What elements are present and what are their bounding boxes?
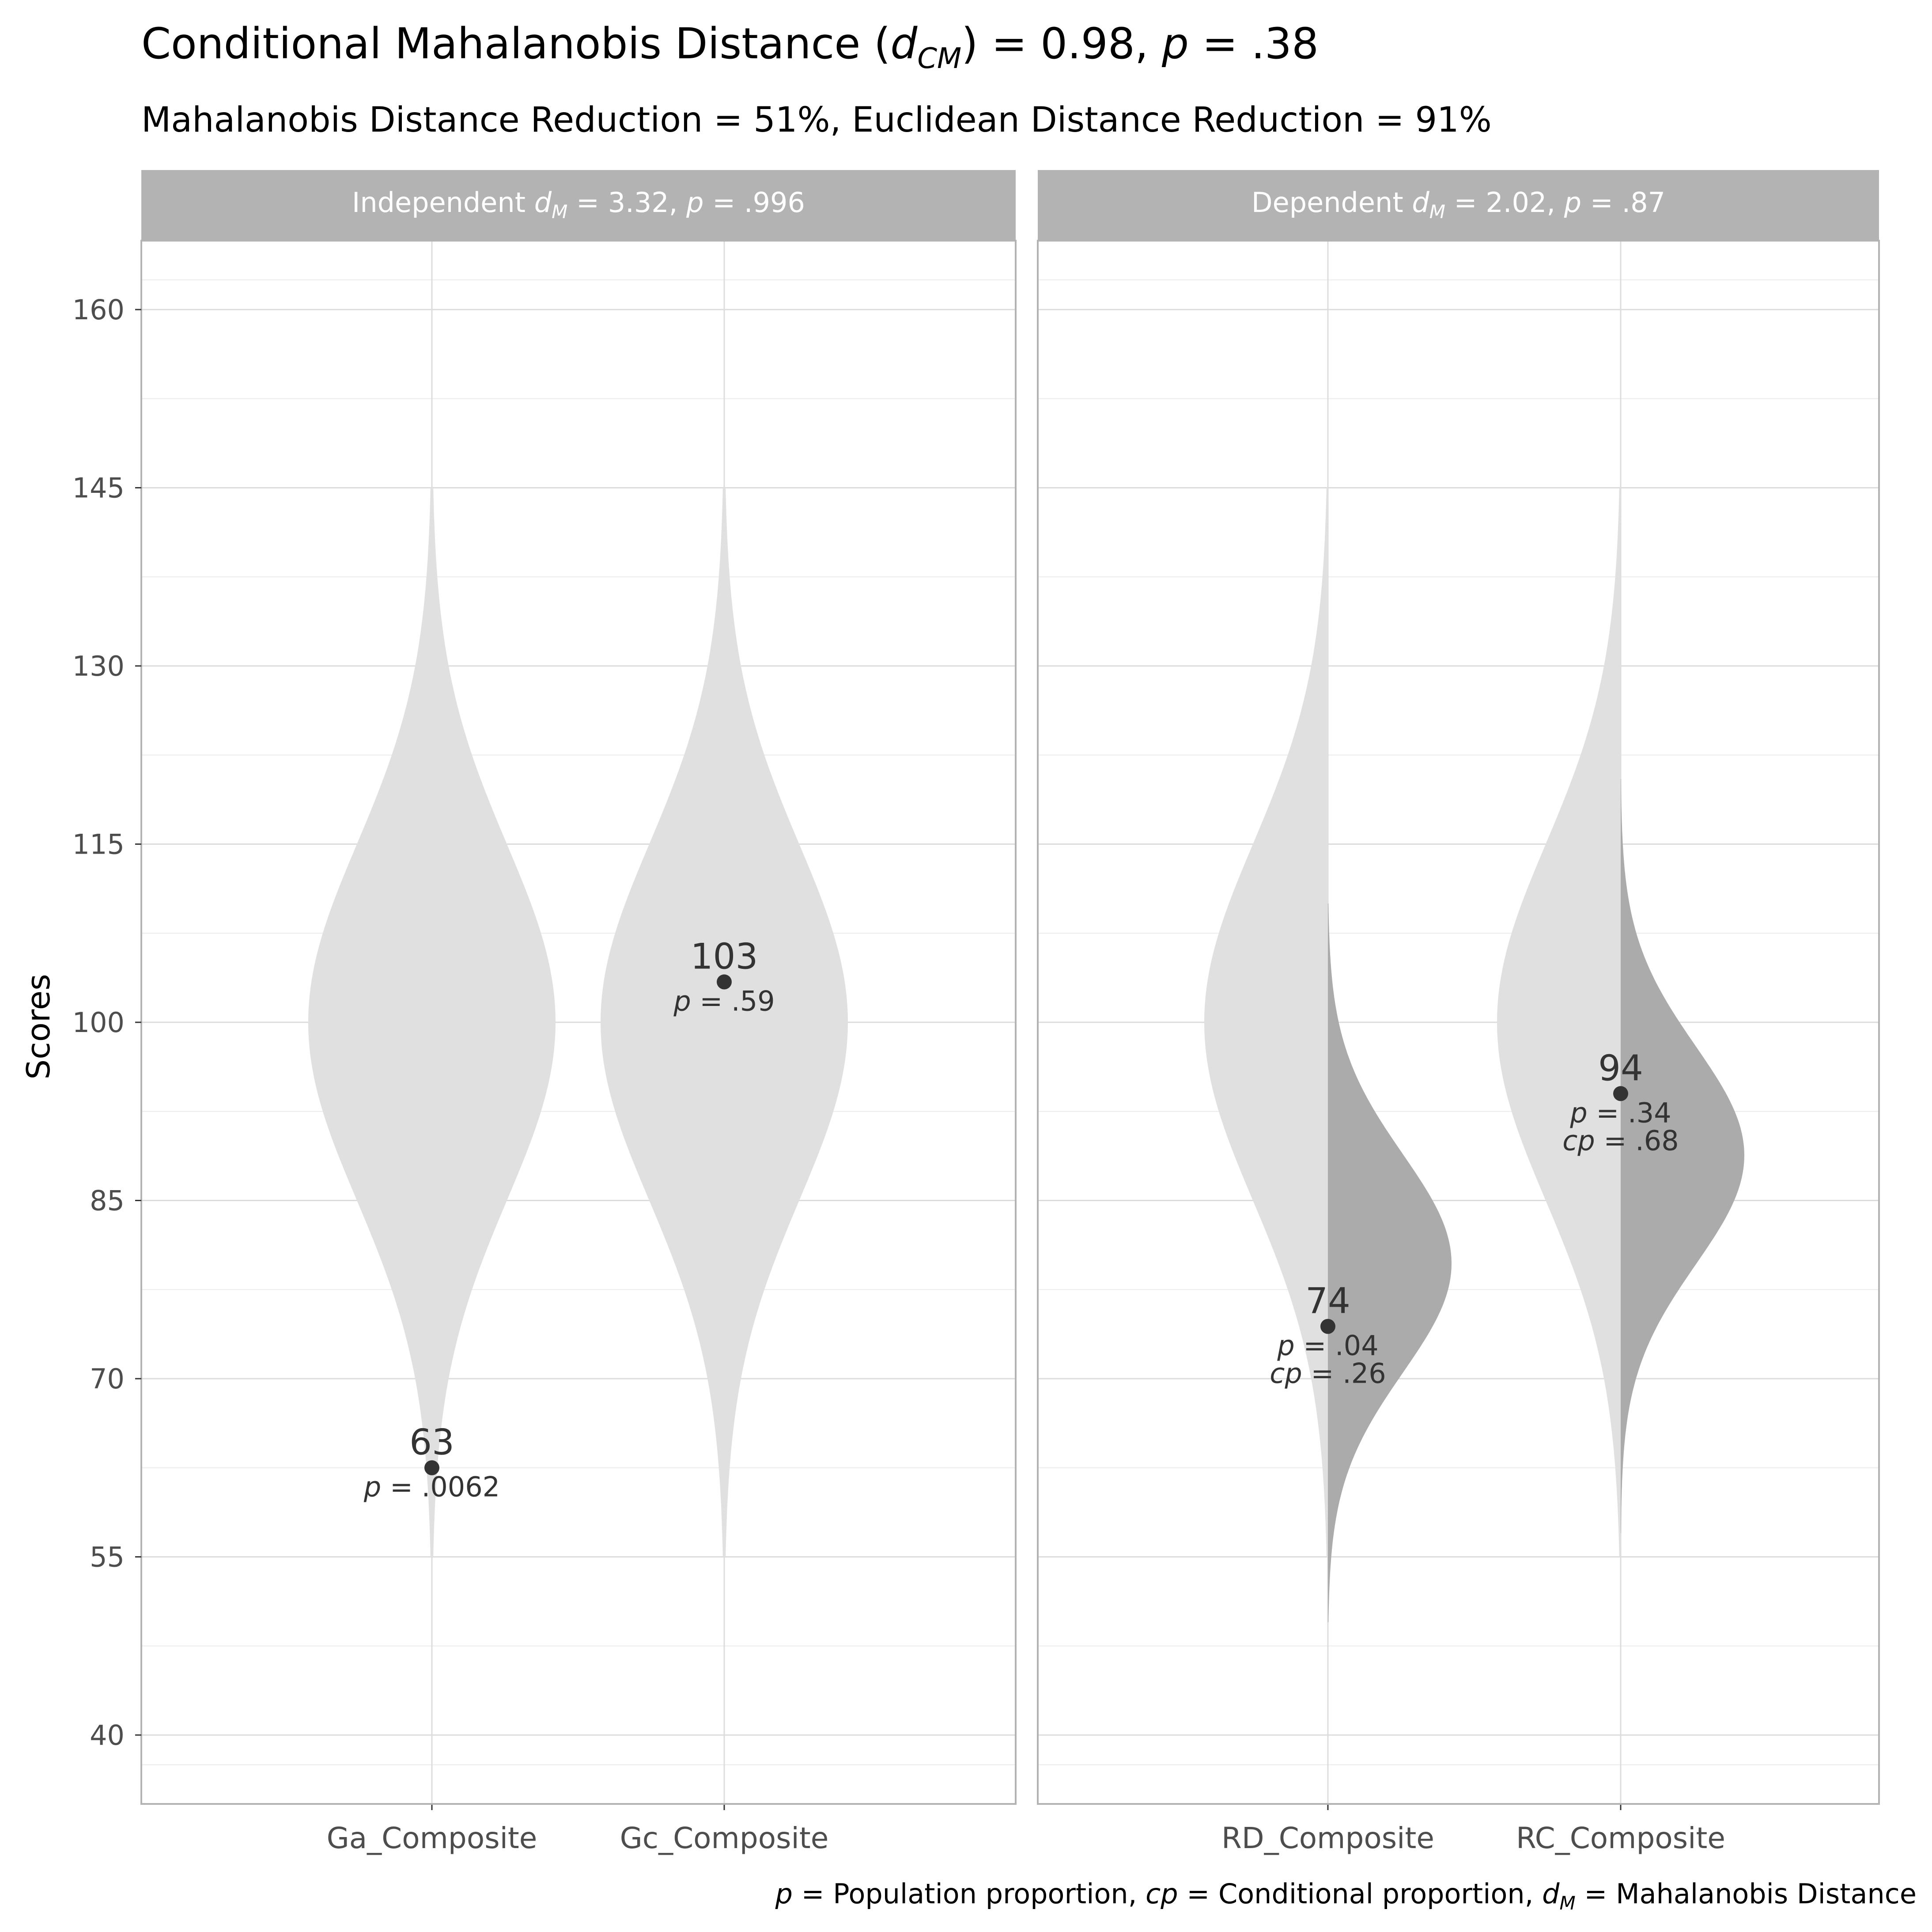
chart-subtitle: Mahalanobis Distance Reduction = 51%, Eu… [141, 100, 1492, 140]
facet-strip-label: Independent dM = 3.32, p = .996 [352, 186, 805, 223]
cp-label: cp = .26 [1270, 1357, 1386, 1390]
score-point [424, 1460, 439, 1475]
cp-label: cp = .68 [1562, 1124, 1679, 1157]
y-tick-label: 85 [90, 1184, 125, 1217]
x-tick-label: RC_Composite [1516, 1821, 1725, 1855]
y-tick-label: 160 [72, 294, 125, 326]
p-label: p = .34 [1569, 1096, 1671, 1129]
panel-0: Independent dM = 3.32, p = .996 63 p = .00… [140, 170, 1017, 1855]
panel-border [1037, 240, 1880, 1805]
facet-strip-label: Dependent dM = 2.02, p = .87 [1251, 186, 1665, 223]
p-label: p = .04 [1277, 1330, 1378, 1362]
facet-strip [1038, 170, 1879, 241]
score-label: 63 [409, 1422, 454, 1463]
y-tick-label: 100 [72, 1006, 125, 1039]
score-point [1320, 1319, 1335, 1334]
facet-strip [141, 170, 1016, 241]
p-label: p = .0062 [363, 1471, 500, 1503]
score-point [717, 974, 732, 990]
score-label: 74 [1305, 1281, 1350, 1322]
y-tick-label: 70 [90, 1363, 125, 1395]
chart-caption: p = Population proportion, cp = Conditio… [775, 1878, 1917, 1914]
x-tick-label: RD_Composite [1221, 1821, 1434, 1855]
x-tick-label: Ga_Composite [327, 1821, 537, 1855]
population-violin [601, 488, 848, 1557]
p-label: p = .59 [673, 985, 775, 1017]
y-axis-label: Scores [20, 974, 57, 1079]
population-violin [308, 488, 556, 1557]
y-tick-label: 130 [72, 650, 125, 682]
score-label: 94 [1598, 1047, 1643, 1089]
chart-title: Conditional Mahalanobis Distance (dCM) =… [141, 19, 1319, 75]
x-tick-label: Gc_Composite [620, 1821, 829, 1855]
score-point [1613, 1086, 1628, 1101]
population-half-violin [1497, 488, 1621, 1557]
panels-layer: Independent dM = 3.32, p = .996 63 p = .00… [72, 170, 1880, 1855]
y-tick-label: 40 [90, 1719, 125, 1751]
conditional-half-violin [1328, 904, 1452, 1622]
score-label: 103 [691, 936, 758, 977]
y-tick-label: 55 [90, 1541, 125, 1573]
y-tick-label: 115 [72, 828, 125, 861]
y-tick-label: 145 [72, 472, 125, 504]
population-half-violin [1204, 488, 1328, 1557]
conditional-half-violin [1621, 779, 1744, 1533]
